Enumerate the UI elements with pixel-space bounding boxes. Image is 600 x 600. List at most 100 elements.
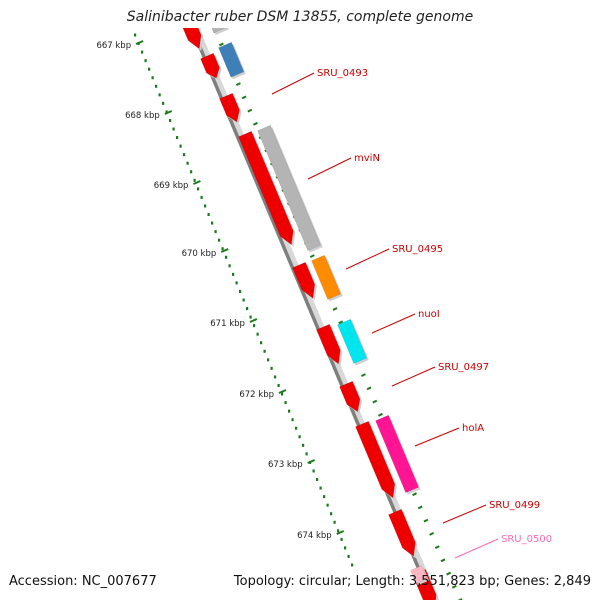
ruler-dot [197,187,200,191]
ruler-dot [186,161,189,165]
ruler-dot [291,418,294,422]
ruler-dot [162,101,165,105]
ruler-dot [204,204,207,208]
label-hola: holA [462,423,484,434]
ruler-label: 668 kbp [125,111,160,121]
ruler-dot [312,469,315,473]
outer-track-dot [332,307,338,311]
leader-line [414,427,460,447]
ruler-dot [207,213,210,217]
ruler-dot [277,383,280,387]
outer-track-dot [241,95,247,100]
ruler-dot [340,537,343,541]
outer-track-dot [446,571,452,576]
ruler-dot [141,50,144,54]
gene-sru-0500 [410,565,428,584]
ruler-tick [249,318,258,323]
ruler-dot [333,520,336,524]
ruler-dot [316,478,319,482]
ruler-dot [260,341,263,345]
leader-line [271,72,315,95]
outer-track-dot [235,82,241,87]
gene-track [182,28,439,600]
ruler-dot [158,93,161,97]
ruler-dot [200,195,203,199]
ruler-dot [232,272,235,276]
kbp-ruler: 667 kbp 668 kbp 669 kbp 670 kbp 671 kbp 672 k… [96,33,354,567]
gene-red [388,508,416,557]
ruler-dot [319,486,322,490]
outer-track-dot [360,373,366,378]
outer-track-dot [457,598,463,600]
gene-mvin-upstream [211,28,227,34]
genome-backbone [190,28,434,600]
outer-track-dot [440,558,446,563]
ruler-tick [336,530,345,535]
gene-red [200,52,220,79]
gene-red [238,130,294,246]
ruler-dot [242,298,245,302]
label-sru-0493: SRU_0493 [317,68,368,79]
outer-track-dot [338,320,344,325]
ruler-dot [228,264,231,268]
ruler-dot [347,554,350,558]
leader-line [442,504,487,524]
gene-red [292,261,315,299]
ruler-dot [134,33,137,37]
accession-text: Accession: NC_007677 [9,574,157,589]
outer-track-dot [451,584,457,589]
ruler-dot [337,529,340,533]
label-nuoi: nuoI [418,309,440,320]
outer-track-dot [429,531,435,536]
gene-red [316,323,341,365]
genome-backbone-shadow [192,28,440,600]
gene-hola [375,414,419,493]
leader-line [371,313,416,334]
ruler-dot [249,315,252,319]
ruler-dot [169,118,172,122]
outer-track-dot [247,108,253,113]
label-sru-0497: SRU_0497 [438,362,489,373]
ruler-tick [193,180,201,185]
ruler-dot [270,366,273,370]
ruler-label: 669 kbp [154,181,189,191]
ruler-label: 673 kbp [268,460,303,470]
ruler-label: 667 kbp [96,41,131,51]
genome-summary-text: Topology: circular; Length: 3,551,823 bp… [233,574,591,589]
ruler-dot [148,67,151,71]
ruler-tick [220,248,229,253]
genome-title: Salinibacter ruber DSM 13855, complete g… [126,9,474,25]
outer-track-dot [218,42,224,47]
outer-track-dot [412,492,417,497]
ruler-dot [246,307,249,311]
outer-track-dot [378,412,383,417]
ruler-dot [172,127,175,131]
outer-track-dot [366,386,372,391]
ruler-dot [253,324,256,328]
outer-track-dot [309,254,315,258]
ruler-label: 674 kbp [297,531,332,541]
ruler-dot [214,230,217,234]
outer-track-dot [434,545,440,549]
ruler-tick [278,389,287,394]
ruler-dot [179,144,182,148]
ruler-dot [165,110,168,114]
gene-sru-0495 [311,254,342,300]
label-mvin: mviN [354,153,380,164]
ruler-dot [295,426,298,430]
ruler-dot [183,153,186,157]
leader-line [307,157,352,180]
ruler-label: 671 kbp [210,319,245,329]
ruler-dot [144,59,147,63]
gene-red [355,420,396,499]
gene-red [339,380,361,413]
ruler-dot [176,136,179,140]
ruler-dot [305,452,308,456]
ruler-dot [351,563,354,567]
ruler-tick [164,110,173,115]
ruler-tick [307,459,316,464]
ruler-dot [267,358,270,362]
ruler-dot [155,84,158,88]
ruler-label: 670 kbp [182,249,217,259]
